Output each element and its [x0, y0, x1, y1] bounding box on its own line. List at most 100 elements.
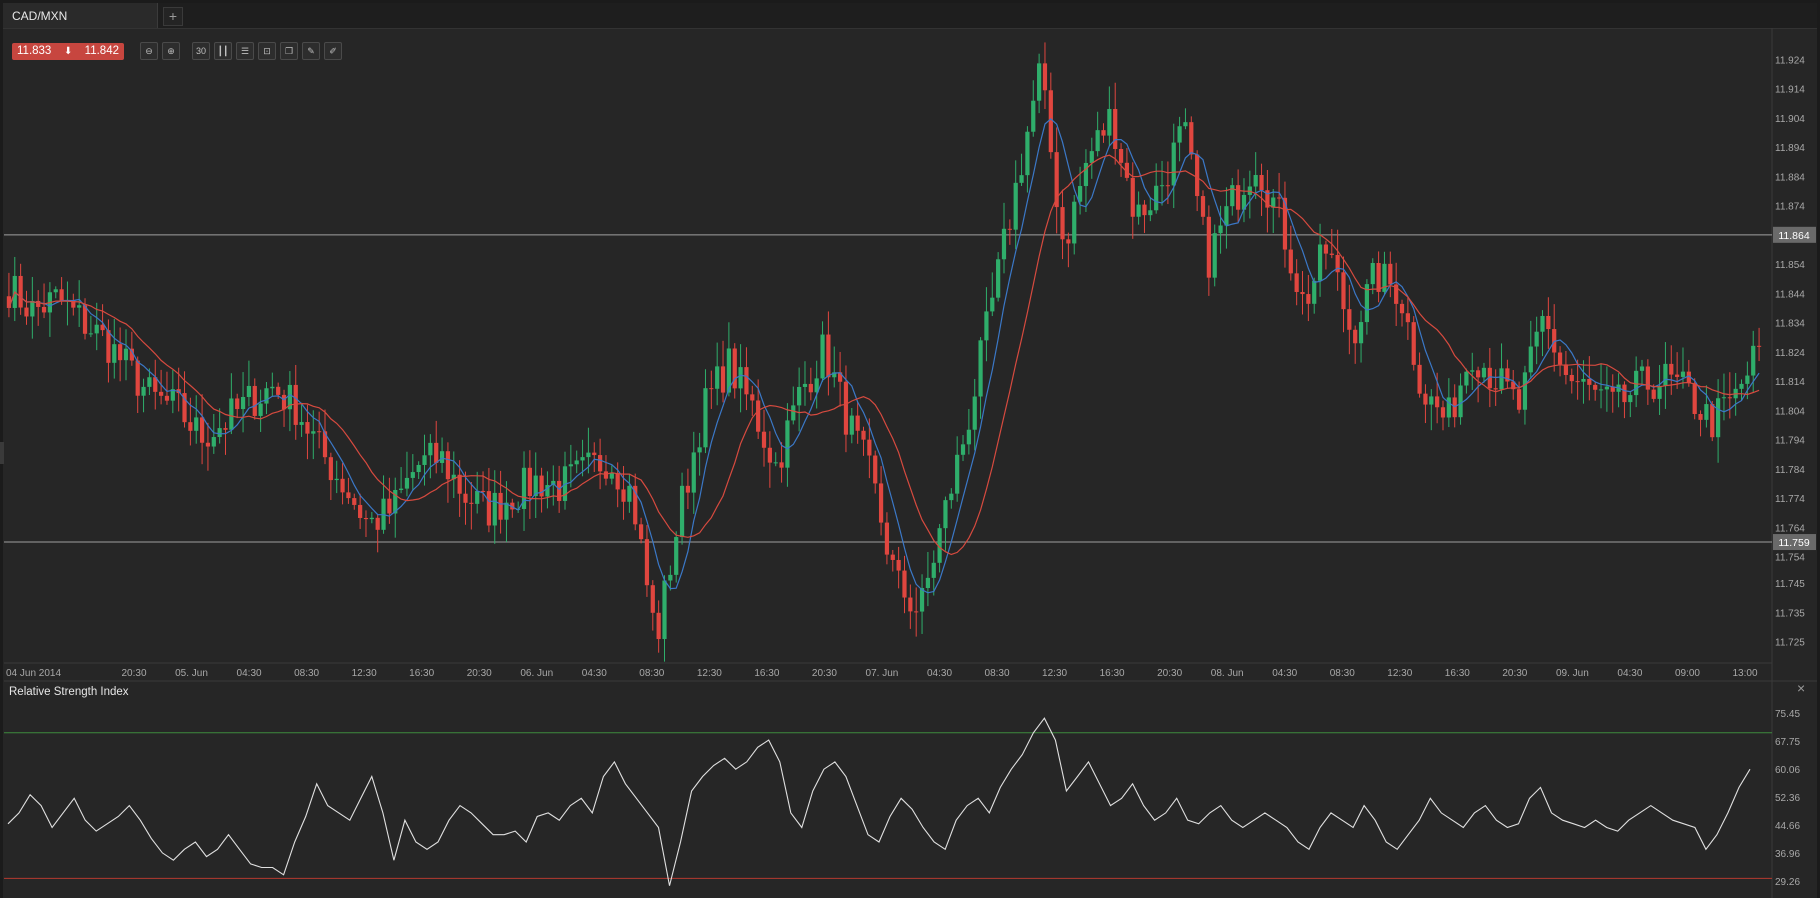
candle-body — [1177, 126, 1182, 143]
candle-body — [1686, 371, 1691, 384]
quote-badge[interactable]: 11.833 ⬇ 11.842 — [12, 43, 124, 60]
candle-body — [264, 388, 269, 404]
chart-type-icon[interactable]: ┃┃ — [214, 42, 232, 60]
candle-body — [1487, 367, 1492, 389]
candle-body — [1593, 384, 1598, 390]
candle-body — [621, 489, 626, 502]
indicators-icon[interactable]: ☰ — [236, 42, 254, 60]
candle-body — [1089, 151, 1094, 163]
price-axis-label: 11.894 — [1775, 143, 1805, 154]
candle-body — [1148, 210, 1153, 216]
candle-body — [1528, 346, 1533, 373]
price-axis-label: 11.754 — [1775, 553, 1805, 564]
candle-body — [1037, 63, 1042, 101]
tab-cad-mxn[interactable]: CAD/MXN — [3, 3, 158, 28]
candle-body — [77, 305, 82, 308]
candle-body — [791, 405, 796, 421]
candle-body — [925, 577, 931, 589]
timeframe-30-icon[interactable]: 30 — [192, 42, 210, 60]
candle-body — [1323, 244, 1329, 254]
candle-body — [451, 474, 456, 480]
candle-body — [229, 398, 234, 430]
tab-label: CAD/MXN — [12, 9, 68, 23]
price-axis-label: 11.745 — [1775, 579, 1805, 590]
candle-body — [1569, 374, 1574, 382]
candle-body — [205, 442, 211, 447]
candle-body — [1001, 228, 1007, 260]
candle-body — [1704, 404, 1709, 420]
candle-body — [387, 498, 392, 514]
candle-body — [1411, 322, 1416, 365]
time-axis-label: 06. Jun — [520, 668, 553, 679]
candle-body — [1007, 228, 1012, 230]
candle-body — [30, 300, 35, 317]
candle-body — [1546, 315, 1551, 330]
candle-body — [568, 464, 573, 467]
candle-body — [1312, 280, 1317, 304]
price-axis-label: 11.834 — [1775, 319, 1805, 330]
price-axis-label: 11.874 — [1775, 202, 1805, 213]
candle-body — [1458, 385, 1463, 418]
candles-group — [6, 42, 1762, 662]
candle-body — [914, 611, 919, 613]
copy-icon[interactable]: ❐ — [280, 42, 298, 60]
draw-icon[interactable]: ✐ — [324, 42, 342, 60]
zoom-out-icon[interactable]: ⊖ — [140, 42, 158, 60]
candle-body — [609, 473, 614, 479]
time-axis-label: 09. Jun — [1556, 668, 1589, 679]
candle-body — [328, 457, 333, 481]
candle-body — [1195, 154, 1200, 197]
add-tab-button[interactable]: + — [163, 7, 183, 26]
candle-body — [147, 377, 152, 387]
candle-body — [404, 477, 410, 489]
rsi-axis-label: 29.26 — [1775, 877, 1800, 888]
price-axis-label: 11.814 — [1775, 377, 1805, 388]
moving-average-fast-line — [8, 118, 1760, 594]
close-icon[interactable]: × — [1797, 680, 1806, 696]
chart-window — [3, 3, 1817, 898]
candle-body — [1721, 397, 1727, 399]
candle-body — [1124, 162, 1130, 178]
candle-body — [1610, 386, 1615, 392]
candle-body — [1212, 233, 1217, 278]
side-panel-handle[interactable] — [0, 442, 4, 464]
candle-body — [317, 431, 322, 433]
candle-body — [890, 554, 895, 560]
candle-body — [638, 524, 644, 540]
candle-body — [112, 344, 117, 363]
candle-body — [1405, 313, 1410, 323]
candle-body — [949, 493, 954, 501]
zoom-in-icon[interactable]: ⊕ — [162, 42, 180, 60]
candle-body — [469, 502, 474, 504]
candle-body — [1470, 370, 1475, 372]
candle-body — [1347, 309, 1352, 330]
candle-body — [1663, 363, 1668, 386]
candle-body — [1294, 273, 1299, 292]
rsi-axis-label: 60.06 — [1775, 765, 1800, 776]
candle-body — [1095, 130, 1100, 152]
edit-icon[interactable]: ✎ — [302, 42, 320, 60]
candle-body — [943, 500, 948, 529]
time-axis-label: 08:30 — [639, 668, 664, 679]
candle-body — [785, 420, 790, 468]
candle-body — [1113, 108, 1118, 149]
chart-settings-icon[interactable]: ⊡ — [258, 42, 276, 60]
candle-body — [1288, 249, 1293, 274]
candle-body — [1446, 397, 1451, 418]
candle-body — [1563, 364, 1569, 375]
candle-body — [1651, 389, 1656, 399]
candle-body — [966, 429, 971, 445]
candle-body — [211, 437, 216, 447]
candle-body — [1675, 374, 1680, 377]
candle-body — [1183, 122, 1188, 127]
candle-body — [270, 386, 275, 389]
candle-body — [1388, 263, 1393, 285]
candle-body — [919, 588, 925, 612]
candle-body — [1476, 370, 1481, 378]
candle-body — [1241, 194, 1247, 210]
candle-body — [685, 485, 691, 493]
candle-body — [1025, 131, 1030, 176]
time-axis-label: 04:30 — [582, 668, 607, 679]
candle-body — [1645, 366, 1650, 390]
